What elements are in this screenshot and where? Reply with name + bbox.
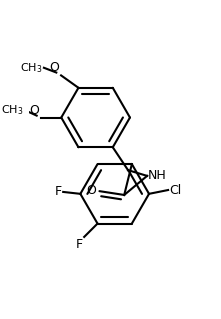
Text: O: O — [49, 62, 59, 74]
Text: NH: NH — [148, 169, 167, 182]
Text: CH$_3$: CH$_3$ — [1, 103, 23, 117]
Text: F: F — [55, 185, 62, 198]
Text: O: O — [30, 104, 40, 116]
Text: O: O — [87, 184, 97, 197]
Text: Cl: Cl — [169, 183, 181, 197]
Text: F: F — [76, 238, 83, 251]
Text: CH$_3$: CH$_3$ — [21, 61, 43, 75]
